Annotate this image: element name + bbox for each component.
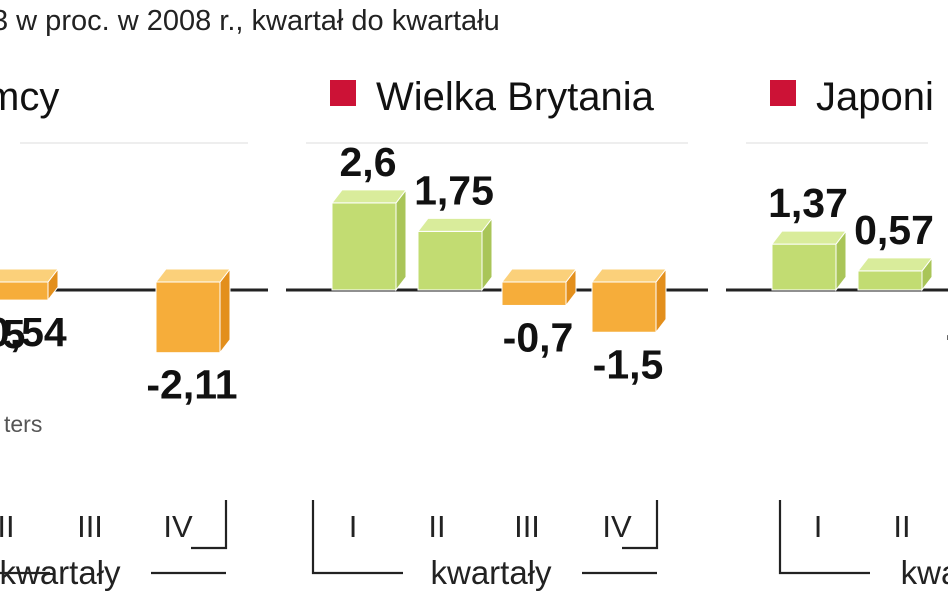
bar-front xyxy=(155,281,221,354)
bar-top xyxy=(590,268,668,283)
bar-front xyxy=(591,281,657,333)
value-label: 0,57 xyxy=(854,207,934,253)
value-label: 1,75 xyxy=(414,167,494,213)
bar xyxy=(154,267,232,355)
tick-label: I xyxy=(349,509,358,544)
bar xyxy=(500,267,578,307)
source-note: ters xyxy=(4,411,42,437)
value-label: -2,11 xyxy=(146,362,237,408)
bar xyxy=(330,188,408,292)
bar-top xyxy=(500,268,578,283)
value-label: -1,5 xyxy=(593,341,664,387)
panel-title: Wielka Brytania xyxy=(376,75,655,119)
tick-label: III xyxy=(514,509,540,544)
axis-title: kwartały xyxy=(0,554,121,591)
chart-subtitle: 3 w proc. w 2008 r., kwartał do kwartału xyxy=(0,5,500,37)
bar-front xyxy=(417,230,483,291)
tick-label: II xyxy=(893,509,910,544)
value-label: 5 xyxy=(3,311,26,357)
tick-label: II xyxy=(428,509,445,544)
bar-front xyxy=(771,243,837,291)
axis-bracket-right xyxy=(191,500,228,550)
bar-front xyxy=(857,270,923,291)
axis-bracket-left xyxy=(0,571,50,575)
bar-top xyxy=(856,257,934,272)
bar-top xyxy=(770,230,848,245)
value-label: 2,6 xyxy=(340,139,397,185)
bar-top xyxy=(154,268,232,283)
bar xyxy=(590,267,668,334)
panel-title: mcy xyxy=(0,75,59,119)
bar xyxy=(416,216,494,292)
tick-label: IV xyxy=(163,509,193,544)
value-label: 1,37 xyxy=(768,180,848,226)
legend-marker xyxy=(330,80,356,106)
bar-front xyxy=(0,281,49,301)
bar-side xyxy=(395,188,407,292)
bar-front xyxy=(331,202,397,291)
tick-label: III xyxy=(77,509,103,544)
value-label: -0 xyxy=(946,311,948,357)
axis-title: kwartały xyxy=(430,554,552,591)
bar-front xyxy=(501,281,567,306)
panel-title: Japoni xyxy=(816,75,934,119)
bar-side xyxy=(219,267,231,355)
tick-label: IV xyxy=(602,509,632,544)
axis-bracket-right xyxy=(622,500,659,550)
tick-label: I xyxy=(814,509,823,544)
bar-top xyxy=(0,268,60,283)
axis-bracket-left xyxy=(778,500,870,575)
value-label: -0,7 xyxy=(503,314,574,360)
bar xyxy=(770,229,848,292)
axis-title: kwa xyxy=(901,554,948,591)
legend-marker xyxy=(770,80,796,106)
bar-top xyxy=(416,217,494,232)
value-label: -0,54 xyxy=(0,309,67,355)
bar-top xyxy=(330,189,408,204)
bar xyxy=(856,256,934,292)
tick-label: II xyxy=(0,509,15,544)
axis-bracket-left xyxy=(311,500,403,575)
bar xyxy=(0,267,60,302)
